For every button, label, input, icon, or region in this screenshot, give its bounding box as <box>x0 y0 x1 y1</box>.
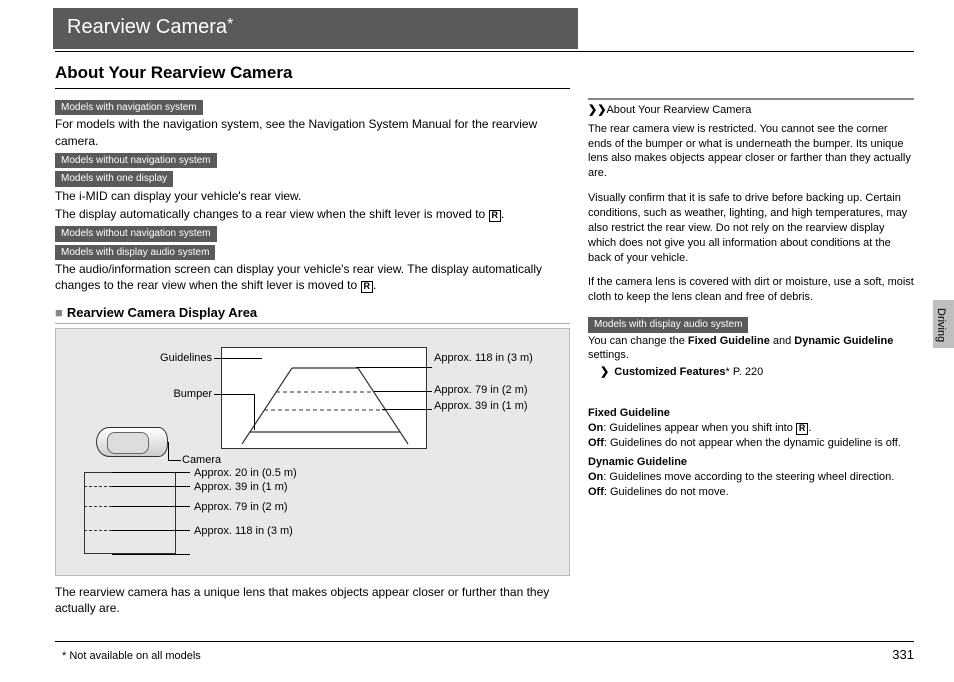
txt-bold: Fixed Guideline <box>688 335 770 347</box>
scale-edge <box>175 472 176 553</box>
tag-no-nav-2: Models without navigation system <box>55 226 217 242</box>
title-asterisk: * <box>227 16 233 33</box>
para-audio-b: . <box>373 278 376 292</box>
lead-line <box>374 391 432 392</box>
para-imid1: The i-MID can display your vehicle's rea… <box>55 188 570 204</box>
sub-heading: ■ Rearview Camera Display Area <box>55 304 570 325</box>
lbl-b118-2: Approx. 118 in (3 m) <box>194 524 293 539</box>
lead-line <box>382 409 432 410</box>
car-icon <box>96 427 168 457</box>
content-columns: Models with navigation system For models… <box>55 98 914 619</box>
distance-scale <box>84 472 176 554</box>
bottom-rule <box>55 641 914 642</box>
right-p3: If the camera lens is covered with dirt … <box>588 275 914 305</box>
section-heading: About Your Rearview Camera <box>55 52 570 89</box>
lead-line <box>112 486 190 487</box>
tag-audio-right: Models with display audio system <box>588 317 748 333</box>
lead-line <box>168 442 169 461</box>
tag-audio: Models with display audio system <box>55 245 215 261</box>
chevron-icon: ❯ <box>600 366 609 378</box>
txt: : Guidelines move according to the steer… <box>603 471 894 483</box>
lead-line <box>214 358 262 359</box>
guidelines-svg <box>222 348 428 450</box>
lbl-r39: Approx. 39 in (1 m) <box>434 399 528 414</box>
txt: You can change the <box>588 335 688 347</box>
tag-one-display: Models with one display <box>55 171 173 187</box>
reverse-icon: R <box>489 210 502 222</box>
lead-line <box>112 506 190 507</box>
right-p2: Visually confirm that it is safe to driv… <box>588 191 914 265</box>
lead-line <box>112 530 190 531</box>
right-title: ❯❯About Your Rearview Camera <box>588 103 914 118</box>
fixed-guideline-block: Fixed Guideline On: Guidelines appear wh… <box>588 406 914 451</box>
txt: and <box>770 335 794 347</box>
lead-line <box>254 394 255 430</box>
sub-heading-text: Rearview Camera Display Area <box>67 305 257 320</box>
lbl-bumper: Bumper <box>168 387 212 402</box>
lbl-r79: Approx. 79 in (2 m) <box>434 383 528 398</box>
lead-line <box>169 460 181 461</box>
tick <box>84 486 112 487</box>
txt: : Guidelines appear when you shift into <box>603 422 796 434</box>
tick <box>84 506 112 507</box>
dg-title: Dynamic Guideline <box>588 456 687 468</box>
para-nav: For models with the navigation system, s… <box>55 116 570 148</box>
lead-line <box>214 394 254 395</box>
ref-line: ❯ Customized Features* P. 220 <box>600 365 914 380</box>
right-p-change: You can change the Fixed Guideline and D… <box>588 334 914 364</box>
camera-screen <box>221 347 427 449</box>
para-imid2-b: . <box>501 207 504 221</box>
para-lens: The rearview camera has a unique lens th… <box>55 584 570 616</box>
lbl-guidelines: Guidelines <box>154 351 212 366</box>
reverse-icon: R <box>361 281 374 293</box>
tag-nav: Models with navigation system <box>55 100 203 116</box>
square-bullet-icon: ■ <box>55 305 63 320</box>
chevron-icon: ❯❯ <box>588 104 606 116</box>
para-audio: The audio/information screen can display… <box>55 261 570 293</box>
dg-off: Off <box>588 486 604 498</box>
side-tab-label: Driving <box>933 308 948 342</box>
para-imid2: The display automatically changes to a r… <box>55 206 570 222</box>
txt: : Guidelines do not appear when the dyna… <box>604 437 901 449</box>
txt: . <box>808 422 811 434</box>
ref-page: P. 220 <box>730 366 763 378</box>
lbl-b79: Approx. 79 in (2 m) <box>194 500 288 515</box>
scale-edge <box>84 472 85 553</box>
page-title-bar: Rearview Camera* <box>53 8 578 49</box>
title-row: Rearview Camera* <box>55 8 914 52</box>
lbl-b20: Approx. 20 in (0.5 m) <box>194 466 297 481</box>
dg-on: On <box>588 471 603 483</box>
para-imid2-a: The display automatically changes to a r… <box>55 207 489 221</box>
right-column: ❯❯About Your Rearview Camera The rear ca… <box>588 98 914 619</box>
fg-on: On <box>588 422 603 434</box>
lead-line <box>356 367 432 368</box>
page-number: 331 <box>892 646 914 664</box>
page-title: Rearview Camera <box>67 16 227 38</box>
txt: settings. <box>588 349 629 361</box>
ref-text: Customized Features <box>614 366 725 378</box>
para-audio-a: The audio/information screen can display… <box>55 262 542 292</box>
left-column: Models with navigation system For models… <box>55 98 570 619</box>
lbl-r118: Approx. 118 in (3 m) <box>434 351 533 366</box>
right-title-text: About Your Rearview Camera <box>606 104 751 116</box>
lbl-b39: Approx. 39 in (1 m) <box>194 480 288 495</box>
dynamic-guideline-block: Dynamic Guideline On: Guidelines move ac… <box>588 455 914 500</box>
txt-bold: Dynamic Guideline <box>794 335 893 347</box>
tag-no-nav: Models without navigation system <box>55 153 217 169</box>
fg-title: Fixed Guideline <box>588 407 670 419</box>
txt: : Guidelines do not move. <box>604 486 729 498</box>
lead-line <box>356 367 357 368</box>
right-p1: The rear camera view is restricted. You … <box>588 122 914 181</box>
reverse-icon: R <box>796 423 809 435</box>
lead-line <box>112 554 190 555</box>
tick <box>84 530 112 531</box>
fg-off: Off <box>588 437 604 449</box>
lead-line <box>112 472 190 473</box>
diagram: Guidelines Bumper Camera Approx. 118 in … <box>55 328 570 576</box>
footnote: * Not available on all models <box>62 649 201 664</box>
